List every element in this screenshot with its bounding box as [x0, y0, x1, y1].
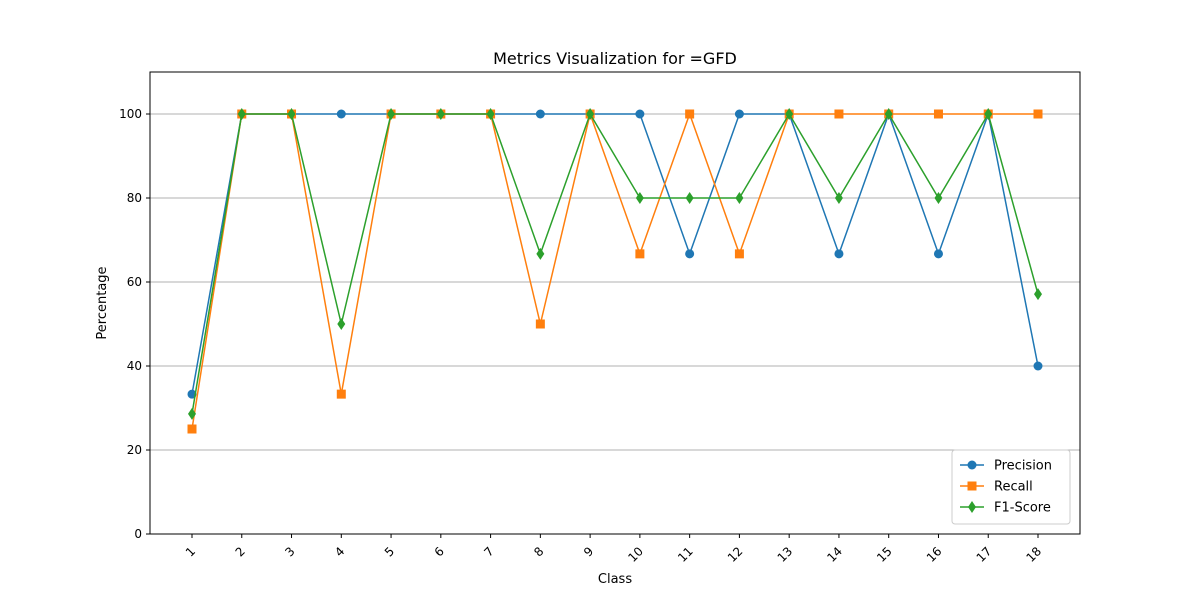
data-point-precision [734, 109, 744, 119]
data-point-recall [834, 109, 844, 119]
data-point-f1-score [237, 108, 246, 120]
data-point-precision [834, 249, 844, 259]
data-point-f1-score [436, 108, 445, 120]
data-point-recall [535, 319, 545, 329]
data-point-f1-score [287, 108, 296, 120]
legend-label-precision: Precision [994, 459, 1052, 474]
x-tick-label: 17 [974, 544, 995, 565]
x-tick-label: 1 [183, 544, 198, 559]
x-tick-label: 11 [675, 544, 696, 565]
data-point-recall [635, 249, 645, 259]
y-tick-label: 20 [127, 443, 142, 457]
series-f1-score [188, 108, 1042, 420]
legend-marker-recall [967, 481, 977, 491]
data-point-recall [336, 389, 346, 399]
grid-lines [150, 113, 1080, 535]
legend-label-recall: Recall [994, 480, 1033, 495]
y-tick-label: 100 [119, 107, 142, 121]
data-point-precision [1033, 361, 1043, 371]
data-point-f1-score [635, 192, 644, 204]
series-layer [187, 108, 1043, 434]
series-line-recall [191, 111, 1038, 430]
data-point-f1-score [387, 108, 396, 120]
plot-area [149, 71, 1081, 535]
data-point-f1-score [1034, 288, 1042, 301]
x-tick-label: 8 [531, 544, 546, 559]
legend-marker-f1-score [968, 501, 976, 513]
x-tick-label: 15 [874, 544, 895, 565]
x-tick-label: 14 [824, 544, 845, 565]
data-point-f1-score [536, 247, 545, 260]
data-point-recall [685, 109, 695, 119]
y-axis-label: Percentage [95, 266, 110, 339]
y-tick-label: 60 [127, 275, 142, 289]
chart-title: Metrics Visualization for =GFD [493, 49, 737, 68]
data-point-f1-score [486, 108, 495, 120]
data-point-f1-score [934, 192, 943, 204]
x-tick-label: 10 [625, 544, 646, 565]
data-point-precision [635, 109, 645, 119]
x-tick-label: 13 [775, 544, 796, 565]
y-tick-label: 80 [127, 191, 142, 205]
legend-item-precision: Precision [960, 459, 1052, 474]
data-point-f1-score [884, 108, 893, 120]
legend-item-recall: Recall [960, 480, 1033, 495]
data-point-recall [734, 249, 744, 259]
legend: Precision Recall F1-Score [951, 449, 1071, 525]
x-tick-label: 7 [481, 544, 496, 559]
data-point-recall [187, 424, 197, 434]
data-point-precision [336, 109, 346, 119]
data-point-f1-score [984, 108, 993, 120]
legend-label-f1-score: F1-Score [994, 501, 1051, 516]
x-tick-label: 2 [233, 544, 248, 559]
data-point-recall [933, 109, 943, 119]
y-tick-label: 40 [127, 359, 142, 373]
x-tick-label: 16 [924, 544, 945, 565]
data-point-f1-score [586, 108, 595, 120]
x-tick-label: 6 [432, 544, 447, 559]
data-point-precision [535, 109, 545, 119]
legend-item-f1-score: F1-Score [960, 501, 1051, 516]
data-point-f1-score [188, 407, 196, 420]
x-tick-label: 5 [382, 544, 397, 559]
x-tick-label: 3 [282, 544, 297, 559]
series-line-precision [191, 111, 1039, 395]
legend-marker-precision [967, 460, 977, 470]
data-point-f1-score [337, 318, 346, 330]
series-line-f1-score [191, 112, 1039, 415]
data-point-recall [1033, 109, 1043, 119]
legend-box [951, 449, 1071, 525]
data-point-f1-score [785, 108, 794, 120]
y-tick-label: 0 [134, 527, 142, 541]
data-point-precision [933, 249, 943, 259]
x-tick-label: 9 [581, 544, 596, 559]
data-point-precision [685, 249, 695, 259]
data-point-f1-score [735, 192, 744, 204]
x-axis-label: Class [598, 572, 632, 587]
x-tick-label: 18 [1023, 544, 1044, 565]
x-tick-label: 12 [725, 544, 746, 565]
data-point-f1-score [834, 192, 843, 204]
data-point-f1-score [685, 192, 694, 204]
x-tick-label: 4 [332, 544, 347, 559]
